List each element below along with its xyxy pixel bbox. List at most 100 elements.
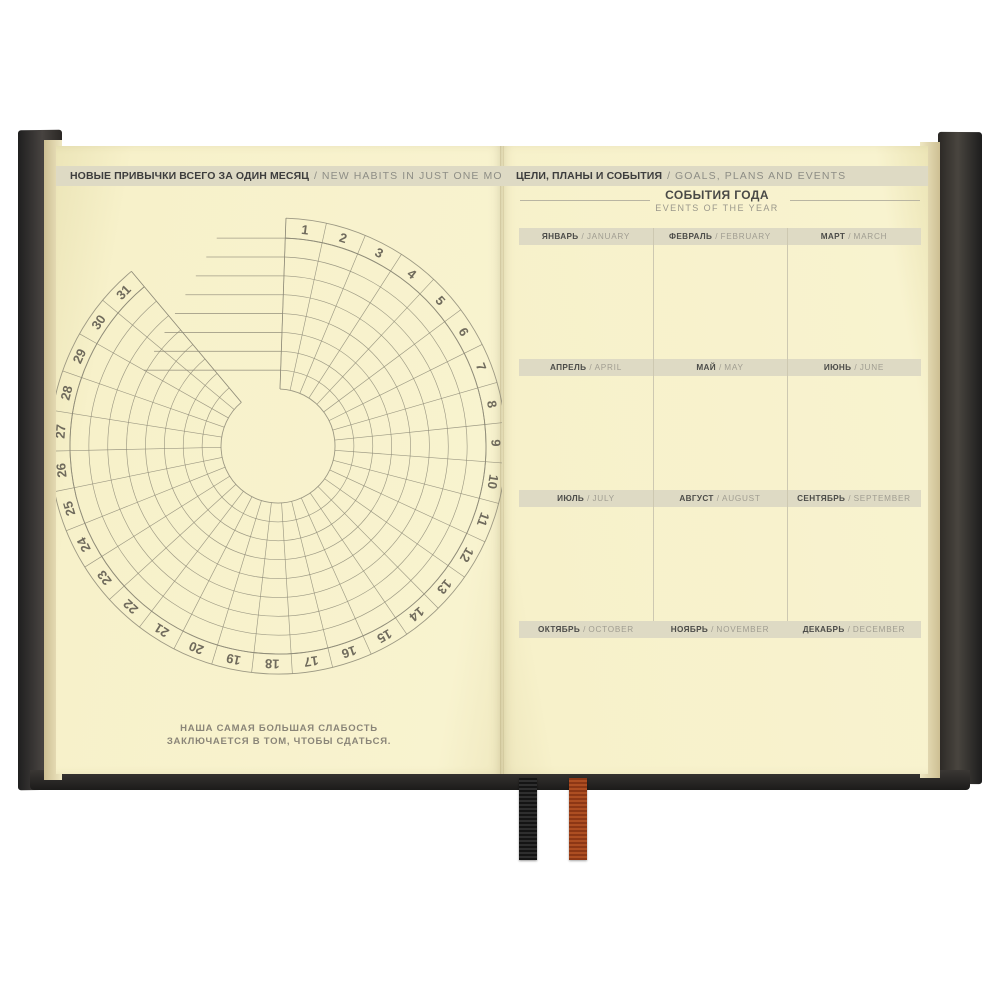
tracker-day-label[interactable]: 3: [372, 245, 385, 262]
tracker-day-label[interactable]: 24: [73, 534, 93, 554]
tracker-day-label[interactable]: 15: [375, 626, 395, 646]
tracker-gap-edge: [131, 271, 242, 403]
tracker-day-divider: [328, 353, 465, 421]
tracker-day-label[interactable]: 7: [473, 361, 490, 373]
month-name-english: MAY: [724, 363, 744, 372]
circular-habit-tracker[interactable]: 1 2 3 4 5 6 7 8 9 10 11 12 13 14 15 16 17 18 19 20 21 22 23 24 2…: [56, 186, 502, 686]
tracker-day-label[interactable]: 19: [225, 651, 242, 669]
tracker-day-divider: [332, 387, 478, 431]
tracker-ring-arc: [145, 313, 411, 579]
month-name-separator: /: [847, 625, 850, 634]
month-write-area-june[interactable]: [787, 376, 921, 490]
tracker-day-label[interactable]: 21: [151, 620, 171, 640]
tracker-label-divider: [464, 344, 483, 354]
tracker-day-label[interactable]: 5: [432, 293, 448, 308]
tracker-day-label[interactable]: 26: [56, 462, 70, 478]
tracker-label-divider: [362, 635, 372, 655]
tracker-day-label[interactable]: 10: [484, 473, 501, 490]
tracker-day-divider: [316, 293, 421, 405]
month-header-band: [519, 359, 921, 376]
tracker-day-divider: [123, 484, 237, 587]
right-header-separator: /: [667, 170, 671, 182]
month-name-separator: /: [581, 232, 584, 241]
tracker-day-label[interactable]: 16: [340, 643, 359, 662]
month-write-area-august[interactable]: [653, 507, 787, 621]
tracker-ring-arc: [220, 388, 336, 504]
tracker-label-divider: [357, 235, 366, 254]
month-label-september: СЕНТЯБРЬ / SEPTEMBER: [787, 490, 921, 507]
month-name-english: NOVEMBER: [716, 625, 770, 634]
month-name-russian: ДЕКАБРЬ: [802, 625, 845, 634]
tracker-day-divider: [299, 253, 358, 394]
bookmark-ribbon-black[interactable]: [519, 778, 537, 860]
tracker-label-divider: [251, 652, 255, 673]
tracker-day-divider: [74, 457, 223, 488]
tracker-day-label[interactable]: 12: [457, 545, 477, 565]
month-column-divider: [787, 228, 788, 359]
tracker-day-label[interactable]: 6: [455, 325, 472, 339]
tracker-day-label[interactable]: 2: [337, 230, 348, 246]
month-label-march: МАРТ / MARCH: [787, 228, 921, 245]
month-name-russian: ИЮЛЬ: [557, 494, 585, 503]
tracker-day-label[interactable]: 18: [265, 656, 280, 671]
month-write-area-may[interactable]: [653, 376, 787, 490]
month-label-april: АПРЕЛЬ / APRIL: [519, 359, 653, 376]
tracker-label-divider: [84, 556, 102, 568]
left-header-russian: НОВЫЕ ПРИВЫЧКИ ВСЕГО ЗА ОДИН МЕСЯЦ: [70, 170, 309, 182]
month-name-separator: /: [711, 625, 714, 634]
tracker-day-divider: [334, 449, 486, 463]
tracker-label-divider: [395, 617, 408, 635]
tracker-label-divider: [56, 410, 73, 414]
month-name-english: DECEMBER: [852, 625, 906, 634]
book-cover-right-edge: [938, 131, 982, 785]
left-page: [56, 146, 502, 774]
habit-tracker-svg[interactable]: 1234567891011121314151617181920212223242…: [56, 186, 502, 686]
month-write-area-february[interactable]: [653, 245, 787, 359]
events-title-russian: СОБЫТИЯ ГОДА: [665, 188, 769, 202]
tracker-label-divider: [466, 533, 486, 543]
tracker-ring-arc: [126, 294, 430, 598]
month-name-separator: /: [716, 494, 720, 503]
tracker-day-label[interactable]: 25: [60, 499, 79, 517]
tracker-day-label[interactable]: 1: [301, 222, 310, 238]
tracker-day-label[interactable]: 4: [404, 266, 420, 283]
month-name-russian: СЕНТЯБРЬ: [797, 494, 846, 503]
tracker-day-label[interactable]: 11: [474, 511, 493, 529]
tracker-day-divider: [253, 502, 272, 653]
tracker-day-label[interactable]: 27: [56, 424, 68, 439]
tracker-day-label[interactable]: 17: [303, 653, 320, 670]
tracker-label-divider: [485, 461, 502, 464]
tracker-day-divider: [182, 496, 253, 632]
month-write-area-july[interactable]: [519, 507, 653, 621]
bookmark-ribbon-orange[interactable]: [569, 778, 587, 860]
month-write-area-september[interactable]: [787, 507, 921, 621]
tracker-label-divider: [327, 647, 333, 668]
month-write-area-january[interactable]: [519, 245, 653, 359]
tracker-label-divider: [66, 522, 86, 532]
month-name-english: JULY: [592, 494, 615, 503]
tracker-label-divider: [211, 644, 218, 665]
month-write-area-april[interactable]: [519, 376, 653, 490]
tracker-day-label[interactable]: 30: [88, 312, 109, 332]
tracker-day-label[interactable]: 9: [488, 439, 502, 446]
tracker-day-label[interactable]: 23: [94, 567, 115, 588]
tracker-day-label[interactable]: 20: [187, 638, 206, 657]
tracker-day-label[interactable]: 8: [484, 399, 500, 409]
month-name-english: APRIL: [594, 363, 623, 372]
tracker-day-divider: [101, 475, 230, 557]
month-name-russian: МАЙ: [696, 363, 716, 372]
month-write-area-march[interactable]: [787, 245, 921, 359]
month-label-november: НОЯБРЬ / NOVEMBER: [653, 621, 787, 638]
tracker-day-label[interactable]: 28: [58, 384, 76, 402]
month-name-separator: /: [589, 363, 592, 372]
tracker-label-divider: [419, 279, 434, 295]
habit-name-lines[interactable]: [143, 237, 286, 371]
tracker-label-divider: [79, 333, 98, 344]
tracker-day-divider: [96, 343, 229, 419]
tracker-label-divider: [139, 611, 152, 628]
tracker-day-label[interactable]: 29: [70, 346, 90, 365]
tracker-gap-edges: [131, 218, 287, 403]
month-column-divider: [787, 359, 788, 490]
tracker-day-divider: [324, 478, 449, 566]
